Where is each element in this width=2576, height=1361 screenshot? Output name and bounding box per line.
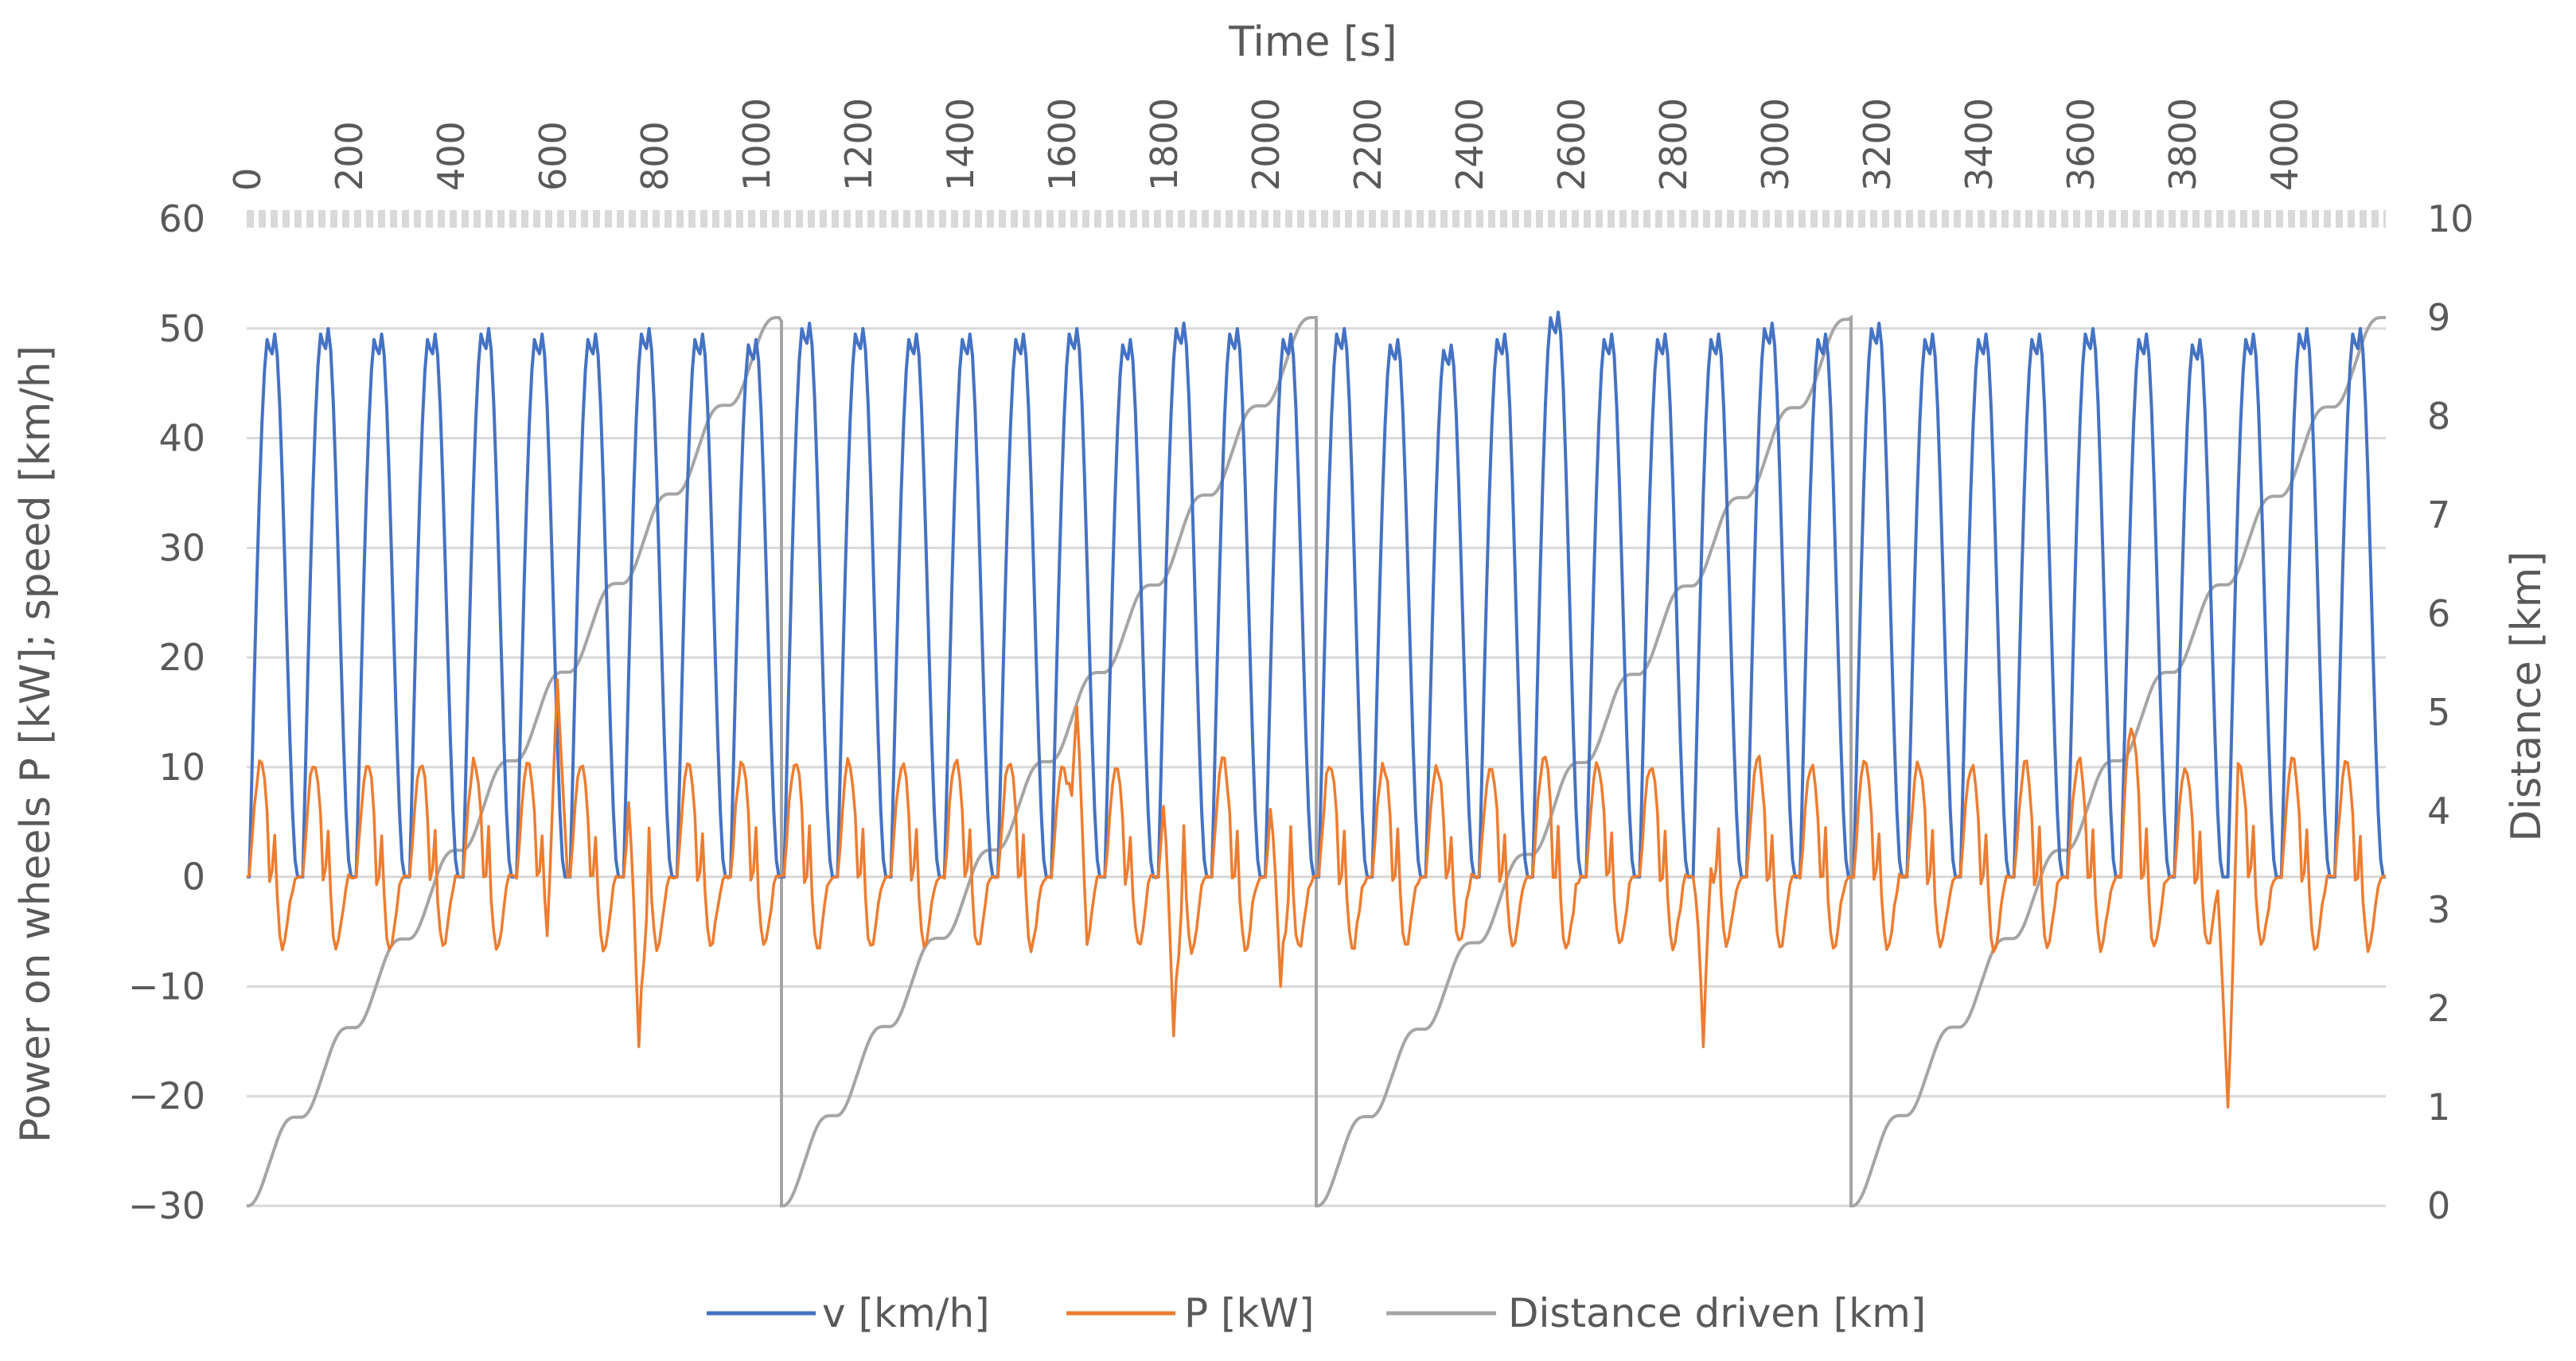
legend-label-power: P [kW] <box>1184 1290 1314 1336</box>
legend-label-distance: Distance driven [km] <box>1508 1290 1926 1336</box>
series-line-distance <box>247 314 2386 1207</box>
top-tick-label: 2000 <box>1245 98 1288 191</box>
top-tick-label: 2200 <box>1346 98 1389 191</box>
top-tick-label: 3800 <box>2161 98 2204 191</box>
top-tick-label: 1200 <box>837 98 880 191</box>
right-tick-label: 0 <box>2427 1184 2450 1227</box>
left-tick-label: −30 <box>128 1184 205 1227</box>
right-tick-label: 10 <box>2427 197 2474 240</box>
right-tick-label: 4 <box>2427 790 2450 833</box>
left-tick-label: 0 <box>182 856 205 899</box>
right-tick-label: 7 <box>2427 493 2450 536</box>
left-tick-label: 30 <box>158 526 205 569</box>
top-tick-label: 1800 <box>1143 98 1186 191</box>
top-tick-label: 3400 <box>1958 98 2001 191</box>
top-tick-label: 2400 <box>1448 98 1491 191</box>
top-axis-title: Time [s] <box>1228 18 1397 66</box>
legend-label-speed: v [km/h] <box>822 1290 990 1336</box>
right-tick-label: 2 <box>2427 987 2450 1030</box>
top-tick-label: 3000 <box>1754 98 1797 191</box>
right-axis-title: Distance [km] <box>2503 551 2551 841</box>
top-tick-label: 2800 <box>1652 98 1695 191</box>
top-tick-label: 1600 <box>1041 98 1084 191</box>
left-tick-label: 50 <box>158 307 205 350</box>
top-tick-label: 200 <box>328 121 371 191</box>
series <box>245 310 2387 1207</box>
top-tick-label: 3200 <box>1856 98 1899 191</box>
right-tick-label: 1 <box>2427 1086 2450 1129</box>
series-line-power <box>245 677 2387 1109</box>
top-tick-label: 2600 <box>1550 98 1593 191</box>
left-tick-label: 60 <box>158 197 205 240</box>
right-tick-label: 8 <box>2427 395 2450 438</box>
right-tick-label: 5 <box>2427 691 2450 734</box>
top-tick-label: 3600 <box>2060 98 2102 191</box>
left-tick-label: −10 <box>128 965 205 1008</box>
top-tick-label: 800 <box>633 121 676 191</box>
top-tick-label: 400 <box>430 121 473 191</box>
left-tick-label: 40 <box>158 417 205 460</box>
right-tick-label: 3 <box>2427 888 2450 931</box>
left-tick-label: −20 <box>128 1074 205 1117</box>
right-tick-label: 6 <box>2427 592 2450 635</box>
top-tick-label: 600 <box>532 121 575 191</box>
top-tick-label: 1400 <box>939 98 982 191</box>
right-tick-label: 9 <box>2427 296 2450 339</box>
left-axis-title: Power on wheels P [kW]; speed [km/h] <box>12 345 60 1143</box>
legend: v [km/h] P [kW] Distance driven [km] <box>707 1290 1926 1336</box>
top-tick-label: 4000 <box>2263 98 2306 191</box>
top-tick-label: 1000 <box>735 98 778 191</box>
top-tick-label: 0 <box>226 168 269 191</box>
left-tick-label: 20 <box>158 636 205 679</box>
left-tick-label: 10 <box>158 746 205 789</box>
